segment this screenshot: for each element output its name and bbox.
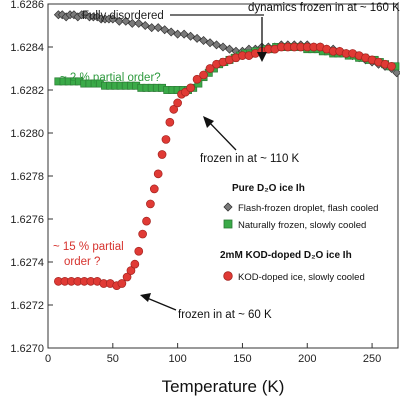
y-tick-label: 1.6286 [10, 0, 44, 11]
point-flash-frozen [212, 40, 222, 50]
legend-diamond-marker [223, 202, 233, 212]
point-kod-doped [117, 279, 127, 288]
point-flash-frozen [127, 18, 137, 28]
point-flash-frozen [186, 31, 196, 41]
y-tick-label: 1.6272 [10, 300, 44, 312]
legend-group2-title: 2mM KOD-doped D₂O ice Ih [220, 250, 352, 261]
axis-ticks: 0 50 100 150 200 250 1.6270 1.6272 1.6274 1.6276 1… [10, 0, 381, 365]
point-kod-doped [192, 74, 202, 84]
point-flash-frozen [179, 29, 189, 39]
point-kod-doped [130, 259, 140, 269]
annotation-fully-disordered: Fully disordered [82, 10, 164, 22]
point-flash-frozen [121, 16, 131, 26]
point-kod-doped [149, 184, 159, 194]
legend-entry-kod-doped: KOD-doped ice, slowly cooled [238, 272, 365, 283]
x-tick-label: 200 [298, 353, 316, 365]
point-flash-frozen [114, 16, 124, 26]
legend-circle-marker [223, 271, 233, 281]
y-tick-label: 1.6274 [10, 257, 44, 269]
point-flash-frozen [160, 25, 170, 35]
point-kod-doped [387, 61, 396, 71]
point-kod-doped [142, 216, 151, 226]
point-flash-frozen [199, 36, 209, 46]
point-kod-doped [186, 83, 195, 93]
arrow-60k-head [140, 293, 151, 302]
y-tick-label: 1.6278 [10, 171, 44, 183]
point-flash-frozen [173, 29, 183, 39]
point-flash-frozen [392, 68, 400, 78]
point-kod-doped [134, 246, 144, 256]
point-kod-doped [122, 272, 132, 282]
legend-entry-naturally-frozen: Naturally frozen, slowly cooled [238, 220, 366, 231]
x-tick-label: 0 [45, 353, 51, 365]
arrow-110k [207, 120, 237, 151]
point-flash-frozen [140, 21, 150, 30]
point-flash-frozen [147, 23, 157, 33]
x-tick-label: 50 [107, 353, 119, 365]
annotation-dynamics-frozen-160: dynamics frozen in at ~ 160 K [248, 2, 400, 14]
x-tick-label: 100 [168, 353, 186, 365]
point-kod-doped [126, 266, 136, 275]
legend: Pure D₂O ice Ih Flash-frozen droplet, fl… [220, 183, 378, 283]
point-flash-frozen [192, 33, 202, 43]
point-flash-frozen [134, 18, 144, 28]
point-kod-doped [153, 169, 163, 179]
y-tick-label: 1.6284 [10, 42, 44, 54]
point-flash-frozen [108, 14, 118, 24]
point-kod-doped [169, 104, 179, 114]
arrow-60k [146, 297, 177, 311]
arrow-160k-head [257, 52, 267, 62]
x-tick-label: 150 [233, 353, 251, 365]
x-tick-label: 250 [363, 353, 381, 365]
annotation-15-percent-line1: ~ 15 % partial [53, 241, 124, 253]
point-kod-doped [161, 135, 171, 144]
legend-entry-flash-frozen: Flash-frozen droplet, flash cooled [238, 203, 378, 214]
y-tick-label: 1.6280 [10, 128, 44, 140]
point-kod-doped [165, 117, 175, 127]
point-kod-doped [173, 98, 182, 108]
point-kod-doped [138, 229, 147, 239]
annotations: Fully disordered dynamics frozen in at ~… [53, 2, 400, 321]
point-flash-frozen [57, 10, 67, 20]
annotation-frozen-110: frozen in at ~ 110 K [200, 153, 300, 165]
legend-group1-title: Pure D₂O ice Ih [232, 183, 305, 194]
annotation-2-percent-order: ~ 2 % partial order? [60, 72, 161, 84]
y-tick-label: 1.6270 [10, 343, 44, 355]
x-axis-title: Temperature (K) [162, 377, 285, 396]
point-flash-frozen [205, 38, 215, 48]
legend-square-marker [223, 219, 233, 229]
arrow-110k-head [203, 116, 214, 128]
annotation-15-percent-line2: order ? [64, 256, 100, 268]
point-kod-doped [157, 150, 167, 159]
point-flash-frozen [224, 44, 234, 54]
point-flash-frozen [166, 27, 176, 37]
point-kod-doped [146, 199, 155, 209]
point-flash-frozen [153, 23, 163, 33]
point-flash-frozen [218, 42, 228, 52]
y-tick-label: 1.6282 [10, 85, 44, 97]
y-tick-label: 1.6276 [10, 214, 44, 226]
point-kod-doped [199, 70, 208, 80]
point-kod-doped [205, 64, 215, 73]
annotation-frozen-60: frozen in at ~ 60 K [178, 309, 272, 321]
